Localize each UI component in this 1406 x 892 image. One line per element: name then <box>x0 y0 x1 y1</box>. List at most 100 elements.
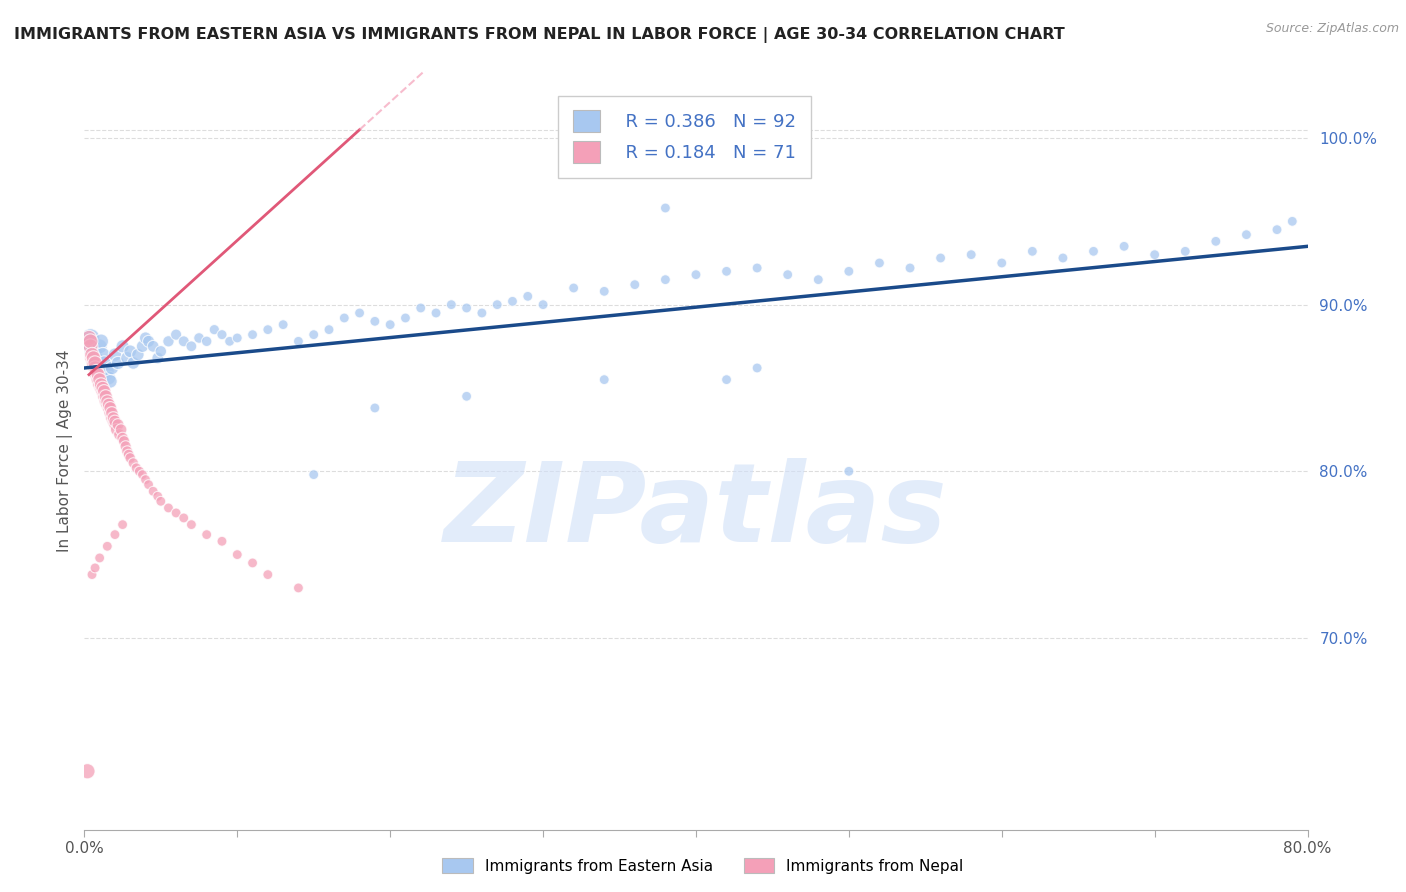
Point <box>128 464 150 478</box>
Point <box>716 264 738 278</box>
Point <box>86 368 108 382</box>
Point <box>114 439 136 453</box>
Point <box>1143 247 1166 261</box>
Point <box>98 406 121 420</box>
Point <box>180 339 202 353</box>
Point <box>138 334 160 349</box>
Point <box>242 556 264 570</box>
Point <box>271 318 294 332</box>
Point <box>1114 239 1136 253</box>
Point <box>77 331 100 345</box>
Point <box>173 511 195 525</box>
Point <box>142 484 165 499</box>
Point <box>97 371 120 385</box>
Point <box>84 561 107 575</box>
Point <box>122 456 145 470</box>
Text: Source: ZipAtlas.com: Source: ZipAtlas.com <box>1265 22 1399 36</box>
Point <box>89 377 111 392</box>
Point <box>97 398 120 412</box>
Point <box>226 331 249 345</box>
Point <box>87 368 110 382</box>
Point <box>101 411 124 425</box>
Point <box>84 356 107 370</box>
Point <box>138 477 160 491</box>
Point <box>96 398 118 412</box>
Point <box>146 351 169 365</box>
Point <box>104 417 127 432</box>
Point <box>112 434 135 449</box>
Point <box>96 394 118 409</box>
Point <box>1236 227 1258 242</box>
Point <box>685 268 707 282</box>
Point <box>349 306 371 320</box>
Point <box>86 356 108 370</box>
Point <box>98 374 121 388</box>
Point <box>93 389 115 403</box>
Point <box>101 361 124 376</box>
Legend: Immigrants from Eastern Asia, Immigrants from Nepal: Immigrants from Eastern Asia, Immigrants… <box>436 852 970 880</box>
Point <box>380 318 402 332</box>
Point <box>131 339 153 353</box>
Point <box>165 506 187 520</box>
Point <box>257 567 280 582</box>
Point <box>110 423 132 437</box>
Point <box>142 339 165 353</box>
Point <box>287 334 309 349</box>
Point <box>107 356 129 370</box>
Point <box>302 327 325 342</box>
Point <box>111 339 134 353</box>
Point <box>1021 244 1043 259</box>
Point <box>1281 214 1303 228</box>
Point <box>409 301 432 315</box>
Point <box>364 401 387 415</box>
Point <box>202 323 225 337</box>
Point <box>173 334 195 349</box>
Point <box>103 414 125 428</box>
Text: IMMIGRANTS FROM EASTERN ASIA VS IMMIGRANTS FROM NEPAL IN LABOR FORCE | AGE 30-34: IMMIGRANTS FROM EASTERN ASIA VS IMMIGRAN… <box>14 27 1064 43</box>
Point <box>333 310 356 325</box>
Point <box>120 450 142 465</box>
Point <box>776 268 799 282</box>
Point <box>242 327 264 342</box>
Point <box>425 306 447 320</box>
Point <box>94 389 117 403</box>
Point <box>105 423 128 437</box>
Point <box>104 527 127 541</box>
Point <box>80 351 103 365</box>
Point <box>747 260 769 275</box>
Point <box>502 294 524 309</box>
Point <box>593 373 616 387</box>
Point <box>991 256 1014 270</box>
Point <box>165 327 187 342</box>
Point <box>211 534 233 549</box>
Point <box>122 356 145 370</box>
Point <box>654 273 676 287</box>
Point <box>593 285 616 299</box>
Point <box>115 444 138 458</box>
Point <box>146 489 169 503</box>
Point <box>131 467 153 482</box>
Point <box>456 389 478 403</box>
Point <box>104 348 127 362</box>
Point <box>90 334 112 349</box>
Point <box>96 364 118 378</box>
Point <box>869 256 891 270</box>
Point <box>149 494 172 508</box>
Point <box>118 448 141 462</box>
Point <box>86 364 108 378</box>
Point <box>84 351 107 365</box>
Point <box>93 384 115 399</box>
Point <box>440 298 463 312</box>
Point <box>1083 244 1105 259</box>
Point <box>79 331 101 345</box>
Point <box>127 348 149 362</box>
Text: ZIPatlas: ZIPatlas <box>444 458 948 565</box>
Point <box>80 341 103 355</box>
Point <box>84 361 107 376</box>
Point <box>257 323 280 337</box>
Point <box>195 527 218 541</box>
Point <box>287 581 309 595</box>
Point <box>226 548 249 562</box>
Point <box>364 314 387 328</box>
Point <box>98 401 121 415</box>
